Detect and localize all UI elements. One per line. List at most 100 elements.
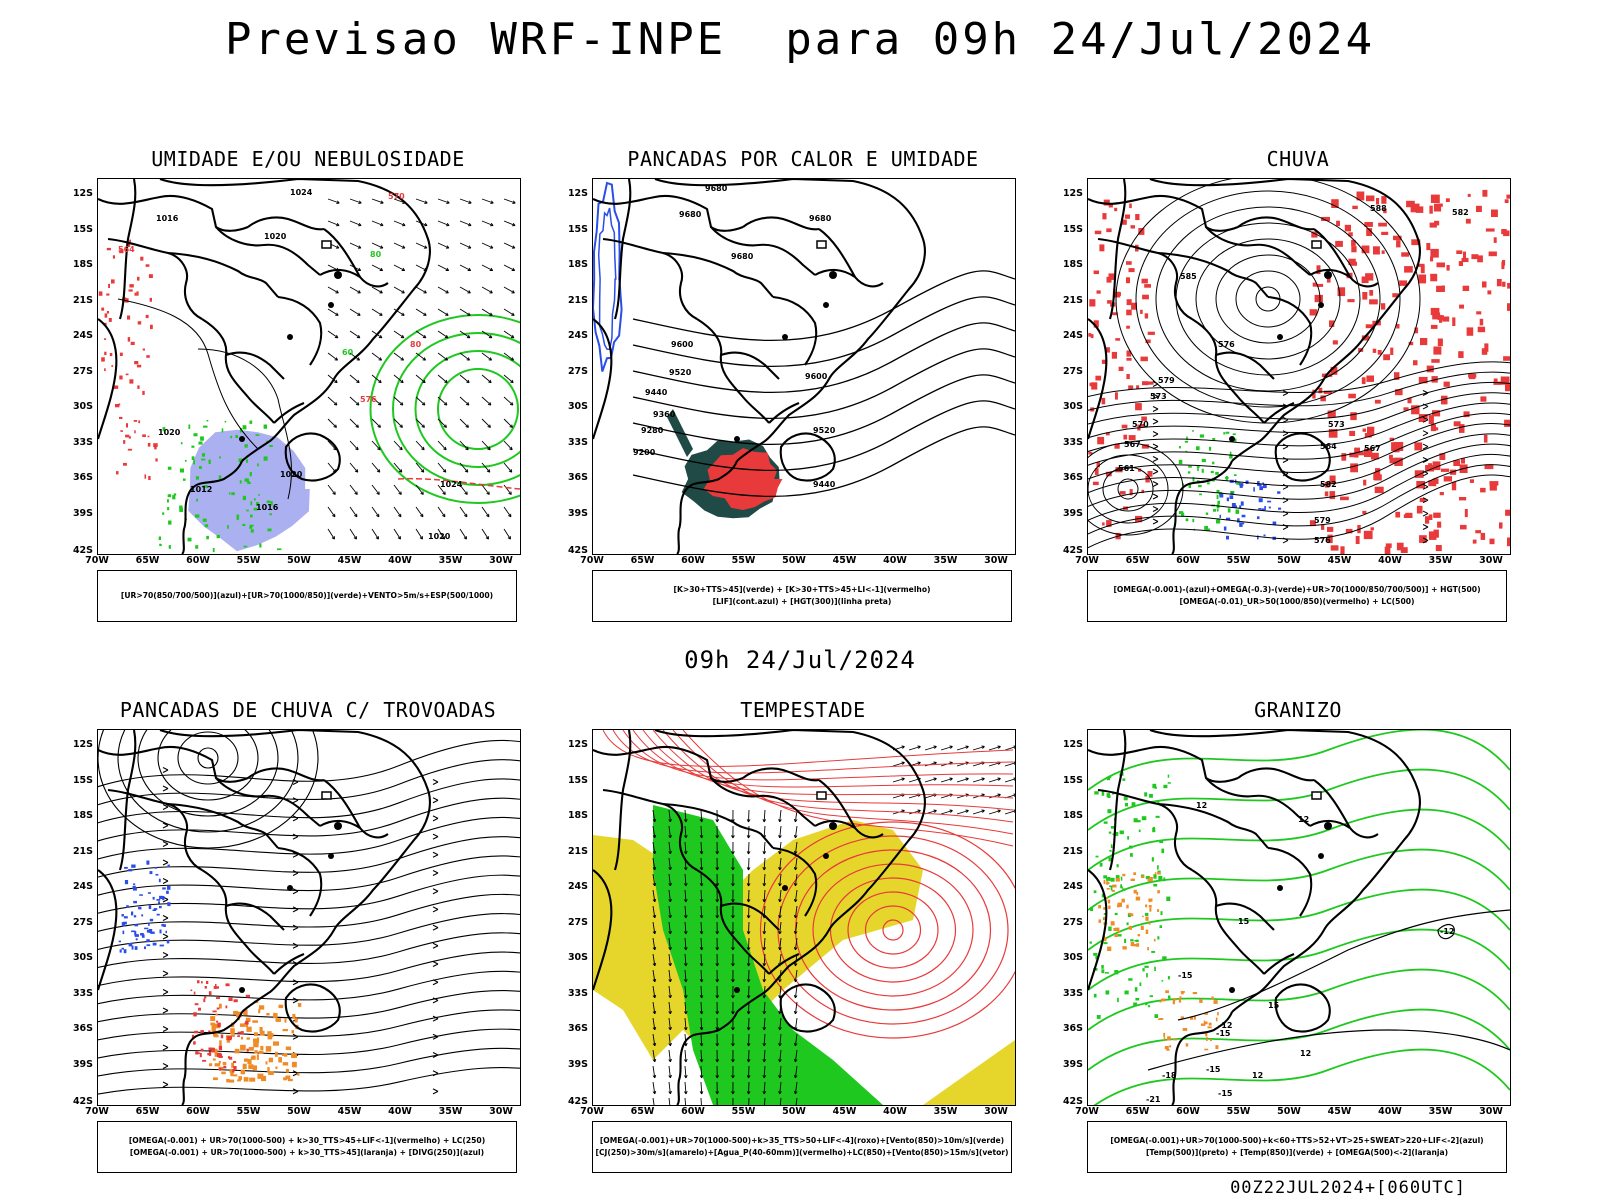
contour-label: -15	[1178, 971, 1193, 980]
latitude-tick-label: 39S	[1062, 507, 1083, 519]
latitude-tick-label: 36S	[72, 472, 93, 483]
longitude-tick-label: 65W	[1125, 1106, 1150, 1117]
latitude-tick-label: 18S	[567, 259, 588, 270]
contour-label: 1024	[290, 188, 313, 197]
contour-label: 573	[1328, 420, 1345, 429]
coastline-south	[181, 460, 243, 554]
contour-label: 567	[1364, 444, 1381, 453]
center-date-label: 09h 24/Jul/2024	[684, 646, 916, 674]
contour-label: -15	[1218, 1089, 1233, 1098]
legend-line: [K>30+TTS>45](verde) + [K>30+TTS>45+LI<-…	[673, 585, 931, 594]
longitude-tick-label: 45W	[832, 555, 857, 566]
legend-box: [K>30+TTS>45](verde) + [K>30+TTS>45+LI<-…	[592, 570, 1012, 622]
longitude-tick-label: 40W	[388, 1106, 412, 1117]
lif-contours	[593, 181, 623, 372]
red-omega-humidity-areas	[1309, 189, 1510, 554]
contour-label: 80	[410, 340, 422, 349]
lakes	[1229, 240, 1332, 442]
panel-title: PANCADAS DE CHUVA C/ TROVOADAS	[119, 698, 497, 722]
contour-label: 582	[1320, 480, 1337, 489]
latitude-tick-label: 27S	[72, 916, 93, 928]
coastline	[1149, 730, 1421, 1013]
panel-title: GRANIZO	[1254, 698, 1342, 722]
longitude-tick-label: 50W	[782, 555, 806, 566]
longitude-tick-label: 55W	[236, 1106, 261, 1117]
longitude-tick-label: 40W	[388, 555, 412, 566]
contour-label: 579	[1314, 516, 1331, 525]
latitude-tick-label: 42S	[72, 1096, 93, 1107]
longitude-tick-label: 40W	[1378, 555, 1402, 566]
contour-label: 576	[1314, 536, 1331, 545]
contour-label: 9440	[813, 480, 836, 489]
longitude-tick-label: 70W	[580, 555, 604, 566]
latitude-tick-label: 24S	[1062, 881, 1083, 892]
contour-labels: 588 582 585 576 579 573 570 567 561 564 582 579 576 5…	[1118, 204, 1469, 545]
latitude-tick-label: 39S	[567, 507, 588, 519]
contour-label: -21	[1146, 1095, 1161, 1104]
longitude-tick-label: 60W	[186, 1106, 210, 1117]
longitude-tick-label: 35W	[438, 555, 463, 566]
latitude-tick-label: 18S	[1062, 810, 1083, 821]
longitude-tick-label: 45W	[337, 1106, 362, 1117]
panel-title: UMIDADE E/OU NEBULOSIDADE	[151, 147, 465, 171]
longitude-tick-label: 65W	[1125, 555, 1150, 566]
longitude-tick-label: 40W	[883, 555, 907, 566]
contour-label: 9200	[633, 448, 656, 457]
latitude-tick-label: 36S	[1062, 1023, 1083, 1034]
blue-omega-speckles	[1219, 479, 1282, 540]
longitude-tick-label: 70W	[85, 1106, 109, 1117]
contour-label: 9520	[669, 368, 692, 377]
longitude-tick-label: 35W	[438, 1106, 463, 1117]
coastline	[654, 730, 926, 1013]
longitude-tick-label: 45W	[1327, 555, 1352, 566]
contour-labels: 1016 1020 1024 1020 1012 1016 1020 1024 1020 564 5…	[118, 188, 463, 541]
longitude-tick-label: 50W	[287, 1106, 311, 1117]
contour-label: 9360	[653, 410, 676, 419]
longitude-tick-label: 70W	[1075, 555, 1099, 566]
map-panel: 9680 9680 9680 9680 9600 9520 9440 9360 9280 9200…	[592, 178, 1016, 555]
longitude-tick-label: 50W	[1277, 555, 1301, 566]
contour-label: 1016	[156, 214, 179, 223]
latitude-tick-label: 33S	[567, 987, 588, 999]
latitude-tick-label: 27S	[1062, 365, 1083, 377]
contour-label: 9680	[809, 214, 832, 223]
latitude-tick-label: 15S	[567, 774, 588, 786]
coastline-south	[1171, 1011, 1233, 1105]
contour-label: 582	[1452, 208, 1469, 217]
jet-core-250-se	[923, 1040, 1015, 1105]
latitude-tick-label: 15S	[1062, 774, 1083, 786]
latitude-tick-label: 42S	[1062, 1096, 1083, 1107]
legend-box: [OMEGA(-0.001)+UR>70(1000-500)+k>35_TTS>…	[592, 1121, 1012, 1173]
legend-line: [OMEGA(-0.01)_UR>50(1000/850)(vermelho) …	[1179, 597, 1415, 606]
latitude-tick-label: 15S	[72, 223, 93, 235]
longitude-tick-label: 45W	[832, 1106, 857, 1117]
political-borders	[593, 179, 926, 554]
latitude-tick-label: 24S	[567, 881, 588, 892]
lakes	[239, 791, 342, 993]
green-humidity-contours	[369, 314, 520, 504]
k-tts-li-area	[703, 448, 783, 510]
latitude-tick-label: 12S	[72, 188, 93, 199]
legend-line: [OMEGA(-0.001) + UR>70(1000-500) + k>30_…	[129, 1148, 485, 1157]
latitude-tick-label: 21S	[567, 294, 588, 306]
latitude-tick-label: 30S	[567, 401, 588, 412]
longitude-tick-label: 45W	[1327, 1106, 1352, 1117]
contour-label: 1020	[264, 232, 287, 241]
contour-label: 9440	[645, 388, 668, 397]
latitude-tick-label: 39S	[72, 507, 93, 519]
latitude-tick-label: 12S	[567, 188, 588, 199]
contour-label: 570	[1132, 420, 1149, 429]
latitude-tick-label: 36S	[567, 1023, 588, 1034]
contour-label: 12	[1252, 1071, 1263, 1080]
latitude-tick-label: 30S	[1062, 401, 1083, 412]
coastline	[1149, 179, 1421, 462]
map-panel	[592, 729, 1016, 1106]
main-title: Previsao WRF-INPE para 09h 24/Jul/2024	[224, 14, 1376, 65]
latitude-tick-label: 12S	[1062, 188, 1083, 199]
longitude-tick-label: 35W	[1428, 1106, 1453, 1117]
legend-box: [OMEGA(-0.001) + UR>70(1000-500) + k>30_…	[97, 1121, 517, 1173]
contour-label: 12	[1298, 815, 1309, 824]
latitude-tick-label: 12S	[72, 739, 93, 750]
latitude-tick-label: 30S	[567, 952, 588, 963]
latitude-tick-label: 39S	[1062, 1058, 1083, 1070]
